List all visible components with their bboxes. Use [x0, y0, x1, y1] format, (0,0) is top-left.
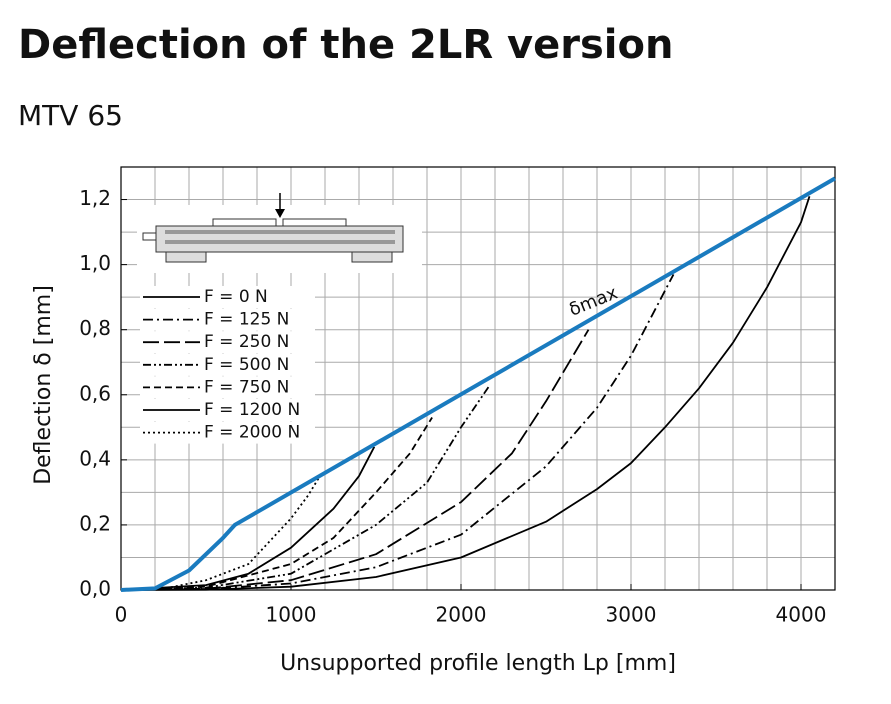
inset-support: [351, 251, 393, 263]
series-line: [120, 475, 321, 591]
x-axis-label: Unsupported profile length Lp [mm]: [280, 651, 676, 676]
legend-label: F = 750 N: [204, 377, 289, 397]
legend-label: F = 1200 N: [204, 400, 300, 420]
x-tick-label: 0: [115, 603, 128, 627]
inset-shaft: [142, 232, 157, 241]
series-line: [120, 446, 376, 591]
y-tick-label: 0,6: [79, 381, 111, 405]
series-line: [120, 273, 675, 591]
x-tick-label: 3000: [606, 603, 657, 627]
chart-subtitle: MTV 65: [18, 99, 123, 132]
legend-bg: [140, 308, 315, 331]
y-tick-label: 0,0: [79, 577, 111, 601]
legend-label: F = 500 N: [204, 355, 289, 375]
y-tick-label: 1,0: [79, 251, 111, 275]
inset-belt: [165, 230, 395, 234]
series-line: [120, 417, 433, 591]
series-line: [120, 329, 590, 591]
y-axis-label: Deflection δ [mm]: [31, 285, 56, 485]
legend-label: F = 0 N: [204, 287, 268, 307]
x-tick-label: 4000: [776, 603, 827, 627]
legend-bg: [140, 399, 315, 421]
y-tick-label: 0,2: [79, 511, 111, 535]
legend: F = 0 N F = 125 NF = 250 N F = 500 NF = 75…: [140, 286, 315, 444]
legend-bg: [140, 421, 315, 444]
x-tick-label: 1000: [266, 603, 317, 627]
legend-bg: [140, 376, 315, 399]
inset-carriage: [282, 218, 347, 227]
series-line: [120, 384, 491, 591]
inset-carriage: [212, 218, 277, 227]
legend-bg: [140, 286, 315, 308]
legend-label: F = 250 N: [204, 332, 289, 352]
legend-bg: [140, 353, 315, 376]
series-line: [120, 196, 811, 591]
inset-belt: [165, 240, 395, 244]
inset-profile: [155, 225, 404, 253]
max-line: [120, 176, 837, 592]
inset-arrowhead: [275, 209, 285, 218]
chart-title: Deflection of the 2LR version: [18, 22, 673, 68]
legend-label: F = 125 N: [204, 310, 289, 330]
y-tick-label: 0,8: [79, 316, 111, 340]
y-tick-label: 0,4: [79, 446, 111, 470]
x-tick-label: 2000: [436, 603, 487, 627]
inset-diagram: [137, 193, 422, 273]
plot-border: [120, 166, 836, 591]
legend-label: F = 2000 N: [204, 423, 300, 443]
inset-support: [165, 251, 207, 263]
legend-bg: [140, 331, 315, 354]
y-tick-label: 1,2: [79, 186, 111, 210]
